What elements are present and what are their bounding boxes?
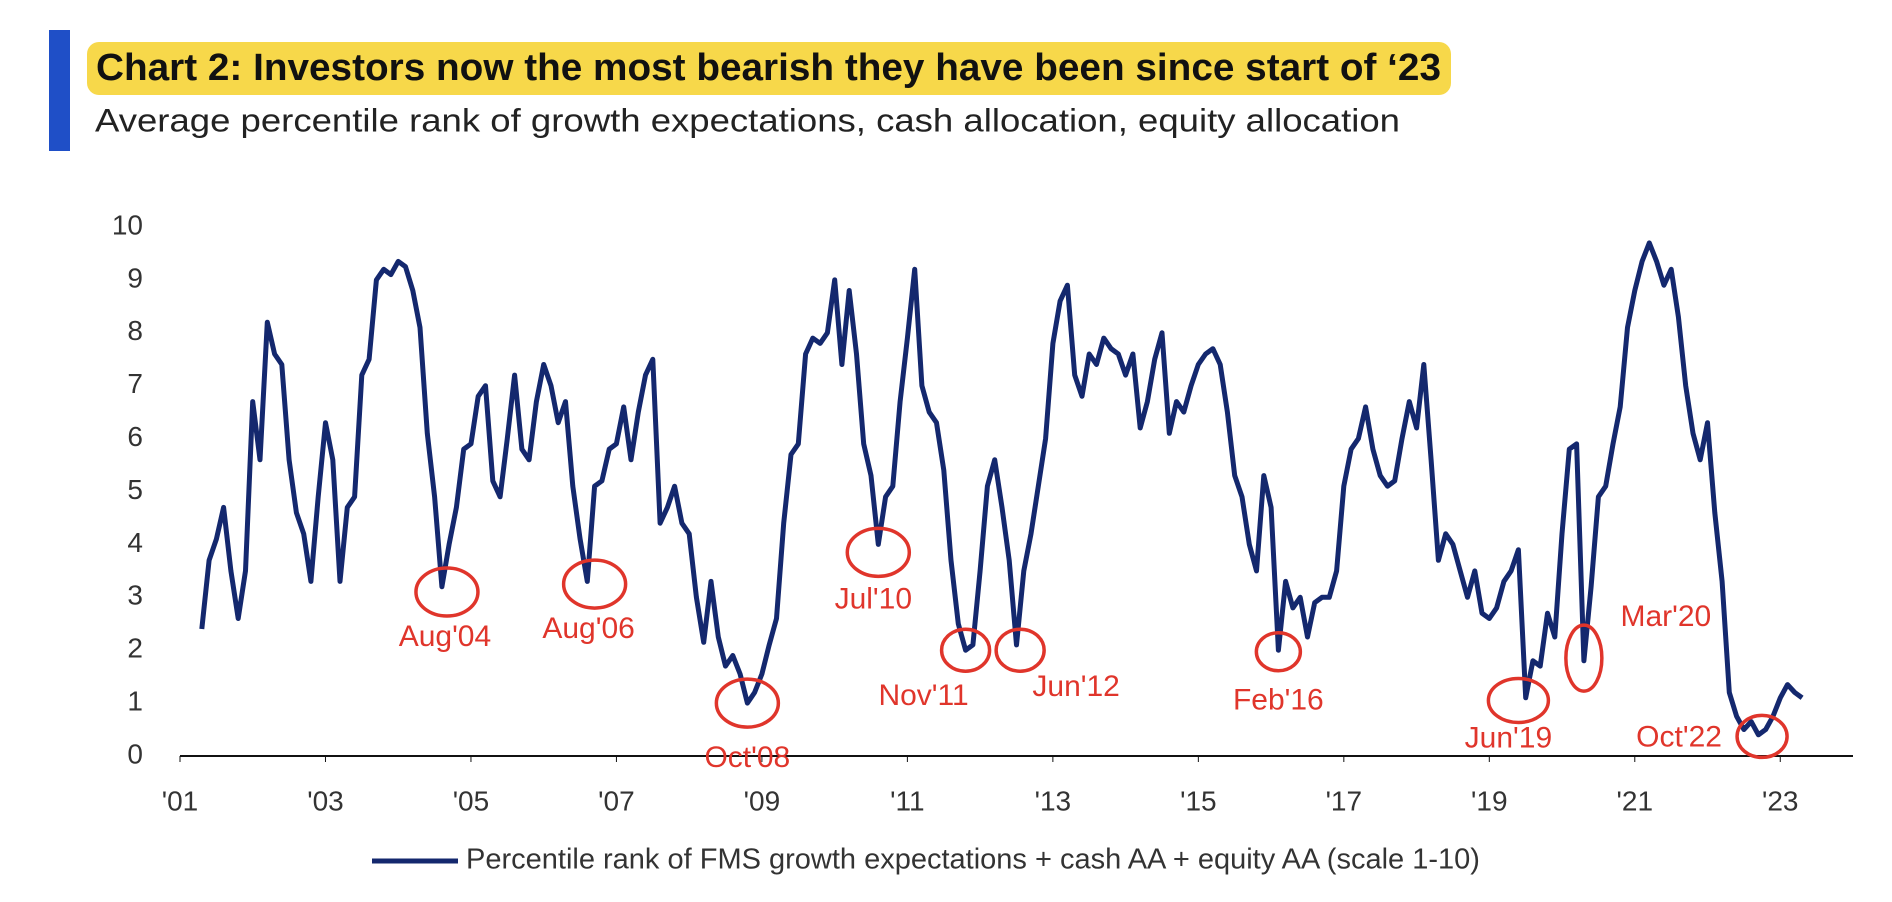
x-tick-label: '01 [162,785,199,816]
x-tick-label: '03 [307,785,344,816]
annotation-label: Aug'04 [399,620,491,653]
annotation-label: Nov'11 [878,679,968,712]
y-tick-label: 9 [127,262,143,293]
y-tick-label: 6 [127,421,143,452]
y-tick-label: 5 [127,474,143,505]
y-tick-label: 2 [127,633,143,664]
y-tick-label: 1 [127,685,143,716]
y-tick-label: 10 [112,209,143,240]
x-tick-label: '15 [1180,785,1217,816]
x-tick-label: '13 [1035,785,1072,816]
x-tick-label: '11 [890,785,924,816]
annotation-label: Mar'20 [1620,600,1711,633]
annotation-label: Jul'10 [835,582,912,615]
x-tick-label: '23 [1762,785,1799,816]
annotation-label: Jun'12 [1032,670,1119,703]
x-tick-label: '07 [598,785,635,816]
legend-label: Percentile rank of FMS growth expectatio… [466,844,1480,876]
x-tick-label: '19 [1471,785,1508,816]
data-line [199,240,1804,738]
annotation-label: Jun'19 [1465,721,1552,754]
y-tick-label: 8 [127,315,143,346]
annotation-circle [714,677,781,729]
x-tick-label: '21 [1617,785,1654,816]
y-tick-label: 3 [127,580,143,611]
accent-bar [49,30,70,151]
chart-subtitle: Average percentile rank of growth expect… [95,102,1400,138]
x-tick-label: '09 [744,785,781,816]
annotation-label: Feb'16 [1233,684,1324,717]
x-tick-label: '17 [1326,785,1363,816]
annotation-circle [994,627,1046,673]
annotation-label: Oct'22 [1636,720,1722,753]
title-highlight [87,42,1451,95]
annotation-label: Oct'08 [704,741,790,774]
annotation-label: Aug'06 [542,612,634,645]
y-tick-label: 7 [127,368,143,399]
y-tick-label: 0 [127,738,143,769]
y-tick-label: 4 [127,527,143,558]
annotation-circle [845,526,912,579]
annotation-circle [1486,676,1551,725]
annotation-circle [939,627,992,673]
annotation-circle [561,558,628,610]
annotation-circle [1254,631,1303,673]
annotation-circle [414,566,480,618]
annotation-circle [1735,713,1789,760]
annotation-circle [1564,623,1604,693]
x-tick-label: '05 [453,785,490,816]
chart-title: Chart 2: Investors now the most bearish … [96,47,1441,89]
